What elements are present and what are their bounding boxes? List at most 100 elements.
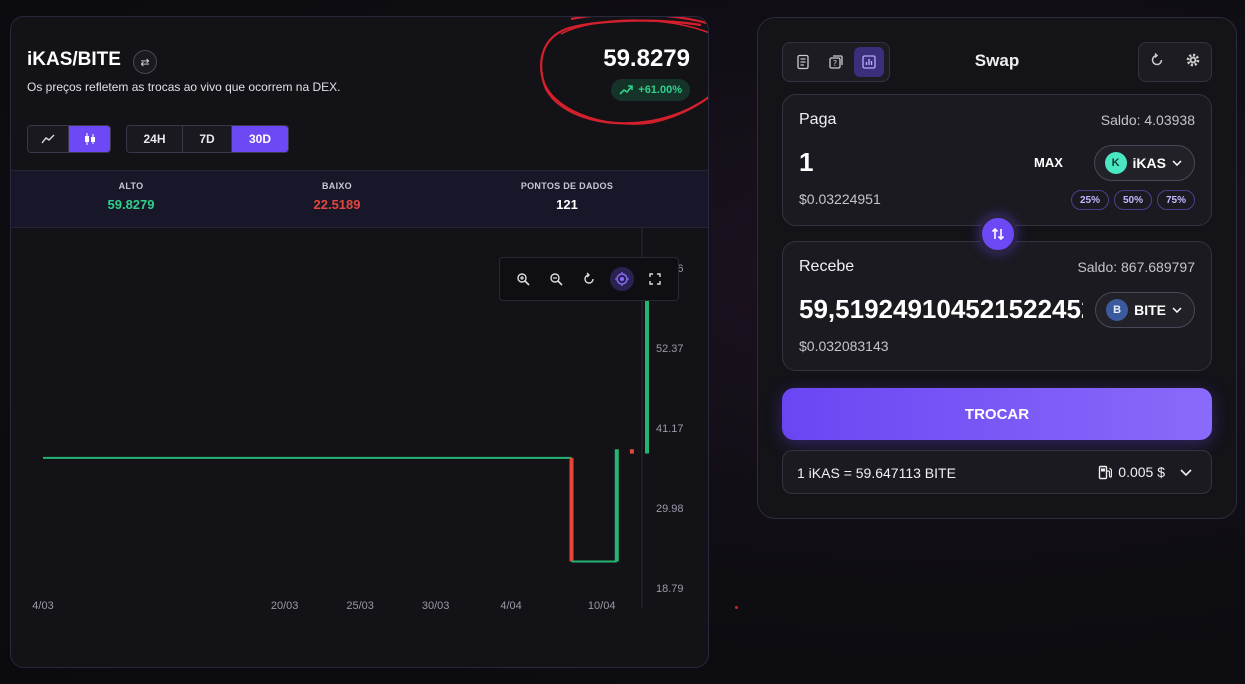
price-change-value: +61.00% (638, 84, 682, 96)
chart-type-toggle (27, 125, 111, 153)
receive-balance: Saldo: 867.689797 (1077, 259, 1195, 275)
invert-pair-button[interactable]: ⇄ (133, 50, 157, 74)
zoom-in-button[interactable] (511, 267, 535, 291)
bite-token-icon: B (1106, 299, 1129, 321)
max-button[interactable]: MAX (1034, 155, 1063, 170)
swap-arrows-icon: ⇄ (140, 56, 150, 69)
svg-text:?: ? (833, 59, 837, 68)
range-7d-button[interactable]: 7D (183, 126, 232, 152)
zoom-out-button[interactable] (544, 267, 568, 291)
stat-high: ALTO 59.8279 (51, 181, 211, 212)
exchange-rate: 1 iKAS = 59.647113 BITE (797, 465, 956, 481)
receive-box: Recebe Saldo: 867.689797 59,519249104521… (782, 241, 1212, 371)
receipt-icon (797, 54, 809, 70)
zoom-out-icon (550, 273, 563, 286)
swap-title: Swap (974, 51, 1020, 70)
reset-icon (584, 272, 594, 284)
pay-balance: Saldo: 4.03938 (1100, 112, 1195, 128)
x-tick-label: 25/03 (346, 600, 374, 612)
ikas-token-icon: K (1104, 152, 1127, 174)
fullscreen-icon (649, 273, 662, 285)
stat-points-label: PONTOS DE DADOS (520, 181, 614, 191)
candle (629, 449, 634, 454)
refresh-button[interactable] (1149, 52, 1165, 73)
x-tick-label: 30/03 (422, 600, 450, 612)
chart-panel: iKAS/BITE ⇄ Os preços refletem as trocas… (10, 16, 709, 668)
candlestick-icon (84, 133, 95, 145)
settings-button[interactable] (1185, 52, 1201, 73)
percent-50-button[interactable]: 50% (1113, 190, 1152, 210)
tab-chart[interactable] (853, 47, 884, 77)
price-chart: 63.5652.3741.1729.9818.794/0320/0325/033… (32, 228, 684, 612)
tab-history[interactable] (788, 47, 818, 77)
pay-token-symbol: iKAS (1132, 155, 1166, 171)
candle (614, 449, 619, 562)
y-tick-label: 41.17 (656, 423, 684, 435)
x-tick-label: 20/03 (271, 600, 299, 612)
range-toggle: 24H 7D 30D (126, 125, 289, 153)
line-chart-icon (41, 134, 55, 144)
pair-title: iKAS/BITE (27, 49, 121, 70)
receive-amount-output: 59,519249104521522452 (799, 294, 1083, 324)
swap-vertical-icon (991, 227, 1005, 241)
range-30d-button[interactable]: 30D (232, 126, 288, 152)
pay-box: Paga Saldo: 4.03938 1 MAX K iKAS $0.0322… (782, 94, 1212, 226)
x-tick-label: 4/04 (500, 600, 521, 612)
range-24h-button[interactable]: 24H (127, 126, 183, 152)
stray-dot (735, 606, 738, 609)
x-tick-label: 4/03 (32, 600, 53, 612)
percent-75-button[interactable]: 75% (1156, 190, 1195, 210)
pay-amount-input[interactable]: 1 (799, 147, 814, 177)
x-tick-label: 10/04 (588, 600, 616, 612)
swap-tools (1138, 42, 1212, 82)
gas-fee-value: 0.005 $ (1118, 464, 1165, 480)
gas-fee: 0.005 $ (1098, 464, 1165, 480)
receive-title: Recebe (799, 258, 855, 275)
percent-25-button[interactable]: 25% (1070, 190, 1109, 210)
stat-points-value: 121 (556, 197, 578, 212)
swap-panel: ? Swap Paga (757, 17, 1237, 519)
stat-high-value: 59.8279 (107, 197, 155, 212)
rate-bar[interactable]: 1 iKAS = 59.647113 BITE 0.005 $ (782, 450, 1212, 494)
candle (569, 457, 574, 562)
reset-zoom-button[interactable] (577, 267, 601, 291)
price-change-badge: +61.00% (611, 79, 690, 101)
gear-icon (1186, 53, 1200, 66)
receive-token-select[interactable]: B BITE (1095, 292, 1195, 328)
chevron-down-icon (1172, 307, 1182, 313)
gas-pump-icon (1099, 465, 1113, 479)
stat-low-label: BAIXO (321, 181, 352, 191)
y-tick-label: 18.79 (656, 583, 684, 595)
stats-bar: ALTO 59.8279 BAIXO 22.5189 PONTOS DE DAD… (11, 170, 708, 228)
chevron-down-icon (1172, 160, 1182, 166)
receive-usd-value: $0.032083143 (799, 338, 889, 354)
swap-tab-group: ? (782, 42, 890, 82)
pay-usd-value: $0.03224951 (799, 191, 881, 207)
stat-low: BAIXO 22.5189 (257, 181, 417, 212)
target-icon (615, 272, 630, 286)
pan-target-button[interactable] (610, 267, 635, 291)
chevron-down-icon[interactable] (1179, 463, 1193, 483)
fullscreen-button[interactable] (643, 267, 667, 291)
receive-token-symbol: BITE (1134, 302, 1166, 318)
stat-high-label: ALTO (118, 181, 144, 191)
pay-title: Paga (799, 111, 837, 128)
refresh-icon (1151, 52, 1163, 65)
pair-subtitle: Os preços refletem as trocas ao vivo que… (27, 80, 341, 94)
candle (645, 294, 649, 454)
candlestick-button[interactable] (69, 126, 110, 152)
swap-submit-button[interactable]: TROCAR (782, 388, 1212, 440)
pay-token-select[interactable]: K iKAS (1093, 145, 1195, 181)
tab-help[interactable]: ? (821, 47, 851, 77)
red-circle-annotation (540, 17, 708, 125)
chart-zoom-toolbar (499, 257, 679, 301)
help-icon: ? (829, 55, 843, 69)
y-tick-label: 52.37 (656, 343, 684, 355)
stat-low-value: 22.5189 (313, 197, 361, 212)
percent-buttons: 25% 50% 75% (1070, 190, 1195, 210)
line-chart-button[interactable] (28, 126, 69, 152)
current-price: 59.8279 (603, 45, 690, 72)
y-tick-label: 29.98 (656, 503, 684, 515)
flip-tokens-button[interactable] (979, 215, 1017, 253)
trending-up-icon (619, 85, 634, 95)
